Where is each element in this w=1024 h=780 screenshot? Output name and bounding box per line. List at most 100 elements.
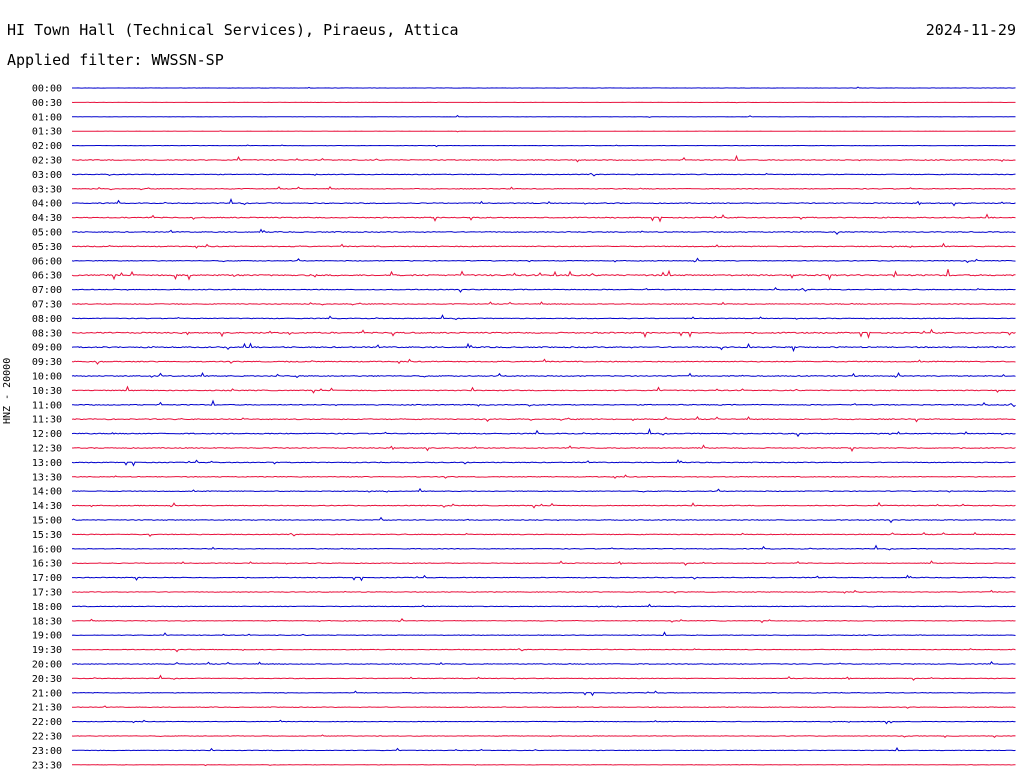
row-time-label: 02:00 xyxy=(32,141,62,152)
trace-row xyxy=(72,574,1016,582)
trace-row xyxy=(72,228,1016,235)
trace-row xyxy=(71,746,1016,752)
trace-row xyxy=(71,560,1016,566)
trace-row xyxy=(72,186,1016,191)
row-time-label: 19:30 xyxy=(32,645,62,656)
row-time-label: 18:00 xyxy=(32,602,62,613)
row-time-label: 18:30 xyxy=(32,616,62,627)
row-time-label: 10:30 xyxy=(32,386,62,397)
row-time-label: 17:00 xyxy=(32,573,62,584)
row-time-label: 17:30 xyxy=(32,588,62,599)
trace-row xyxy=(71,342,1016,353)
row-time-label: 00:30 xyxy=(32,98,62,109)
trace-row xyxy=(71,427,1016,438)
trace-row xyxy=(72,719,1016,725)
trace-row xyxy=(72,242,1016,249)
row-time-label: 05:30 xyxy=(32,242,62,253)
trace-row xyxy=(71,385,1016,394)
trace-row xyxy=(72,86,1016,89)
trace-row xyxy=(71,631,1016,637)
trace-row xyxy=(71,416,1016,423)
filter-prefix: Applied filter: xyxy=(7,51,152,69)
row-time-label: 07:30 xyxy=(32,300,62,311)
row-time-label: 01:00 xyxy=(32,112,62,123)
trace-row xyxy=(71,474,1016,479)
trace-row xyxy=(71,358,1016,365)
trace-row xyxy=(71,487,1016,493)
trace-row xyxy=(71,154,1016,163)
row-time-label: 22:00 xyxy=(32,717,62,728)
row-time-label: 08:30 xyxy=(32,328,62,339)
trace-row xyxy=(72,301,1016,306)
row-time-label: 16:00 xyxy=(32,544,62,555)
trace-row xyxy=(71,371,1016,379)
trace-row xyxy=(72,444,1016,453)
row-time-label: 23:30 xyxy=(32,760,62,771)
trace-row xyxy=(71,459,1016,467)
trace-row xyxy=(71,213,1016,223)
row-time-label: 12:00 xyxy=(32,429,62,440)
row-time-label: 22:30 xyxy=(32,732,62,743)
row-time-label: 14:30 xyxy=(32,501,62,512)
row-time-label: 20:00 xyxy=(32,660,62,671)
trace-row xyxy=(71,544,1016,551)
row-time-label: 20:30 xyxy=(32,674,62,685)
trace-row xyxy=(71,328,1016,339)
row-time-label: 04:30 xyxy=(32,213,62,224)
trace-row xyxy=(71,674,1016,681)
row-time-label: 04:00 xyxy=(32,199,62,210)
trace-row xyxy=(71,531,1016,537)
trace-row xyxy=(71,269,1016,281)
trace-row xyxy=(71,172,1016,177)
trace-row xyxy=(71,734,1016,738)
row-time-label: 06:30 xyxy=(32,271,62,282)
row-time-label: 16:30 xyxy=(32,559,62,570)
trace-row xyxy=(71,257,1016,264)
trace-row xyxy=(72,603,1016,608)
trace-row xyxy=(71,144,1016,148)
trace-row xyxy=(71,661,1016,665)
row-time-label: 06:00 xyxy=(32,256,62,267)
trace-row xyxy=(71,589,1016,594)
row-time-label: 11:30 xyxy=(32,415,62,426)
trace-row xyxy=(71,516,1016,524)
trace-row xyxy=(71,314,1016,321)
trace-row xyxy=(72,130,1016,133)
row-time-label: 12:30 xyxy=(32,444,62,455)
filter-name: WWSSN-SP xyxy=(151,51,224,69)
trace-row xyxy=(71,501,1016,509)
row-time-label: 03:00 xyxy=(32,170,62,181)
row-time-label: 21:30 xyxy=(32,703,62,714)
row-time-label: 05:00 xyxy=(32,228,62,239)
filter-line: Applied filter: WWSSN-SP xyxy=(7,51,224,69)
row-time-label: 09:00 xyxy=(32,343,62,354)
row-time-label: 11:00 xyxy=(32,400,62,411)
row-time-label: 10:00 xyxy=(32,372,62,383)
row-time-label: 03:30 xyxy=(32,184,62,195)
trace-row xyxy=(72,763,1016,767)
row-time-label: 02:30 xyxy=(32,156,62,167)
trace-row xyxy=(72,114,1016,118)
row-time-label: 15:00 xyxy=(32,516,62,527)
trace-row xyxy=(72,399,1016,408)
row-time-label: 13:30 xyxy=(32,472,62,483)
row-time-label: 21:00 xyxy=(32,688,62,699)
row-time-label: 07:00 xyxy=(32,285,62,296)
trace-row xyxy=(71,617,1016,624)
row-time-label: 08:00 xyxy=(32,314,62,325)
row-time-label: 19:00 xyxy=(32,631,62,642)
trace-row xyxy=(71,198,1016,207)
row-time-label: 01:30 xyxy=(32,127,62,138)
trace-row xyxy=(71,648,1016,653)
row-time-label: 00:00 xyxy=(32,84,62,95)
plot-date: 2024-11-29 xyxy=(925,21,1016,39)
row-time-label: 23:00 xyxy=(32,746,62,757)
trace-row xyxy=(72,705,1016,709)
trace-row xyxy=(71,690,1016,697)
row-time-label: 13:00 xyxy=(32,458,62,469)
station-title: HI Town Hall (Technical Services), Pirae… xyxy=(7,21,459,39)
row-time-label: 15:30 xyxy=(32,530,62,541)
trace-row xyxy=(71,287,1016,293)
row-time-label: 09:30 xyxy=(32,357,62,368)
